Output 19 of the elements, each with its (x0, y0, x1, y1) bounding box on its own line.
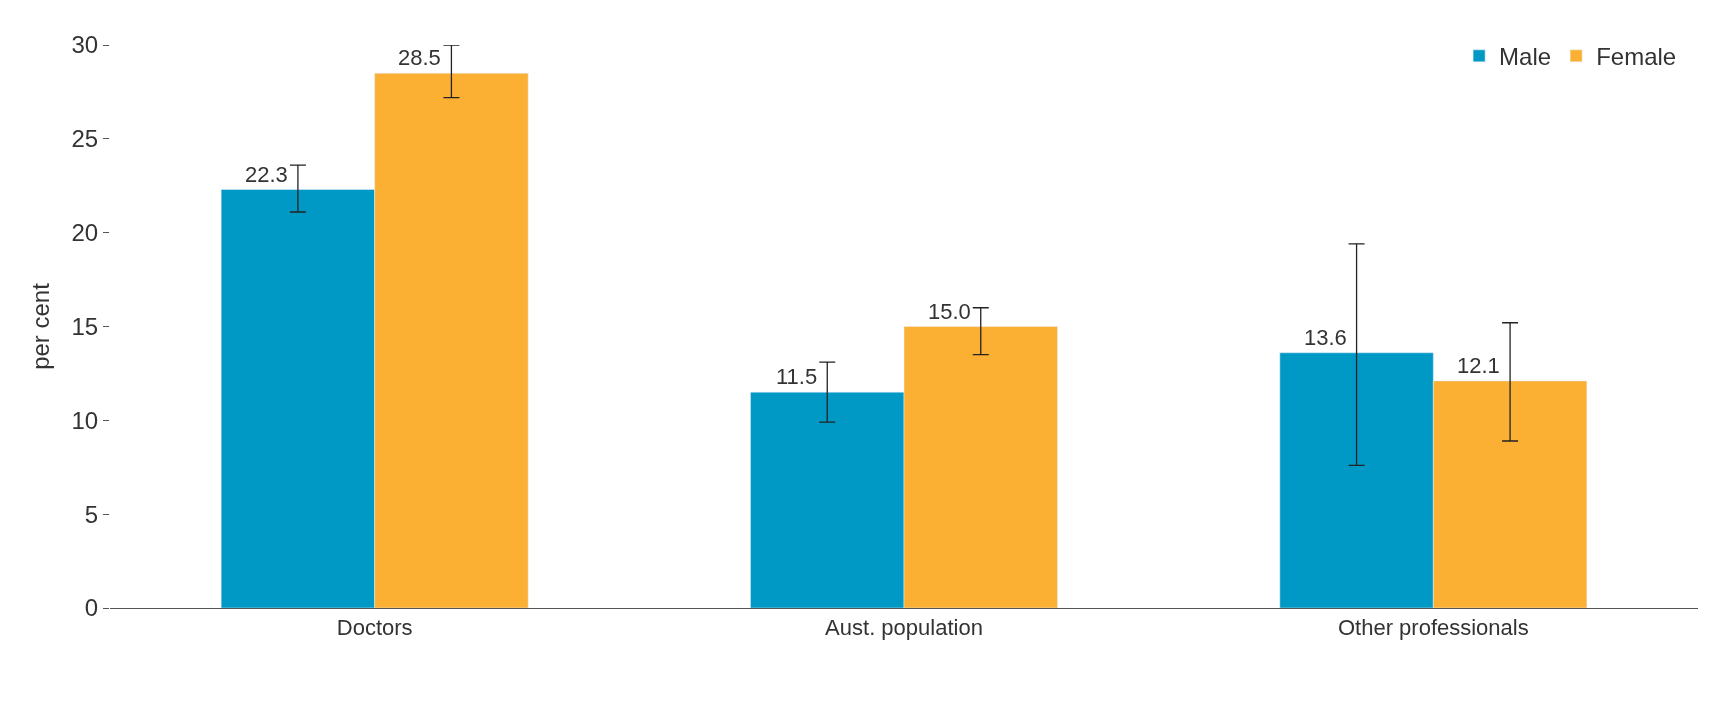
y-tick-label: 15 (71, 312, 99, 340)
y-tick-label: 20 (71, 219, 99, 247)
data-label: 13.6 (1304, 325, 1347, 350)
y-tick-label: 25 (71, 125, 99, 153)
x-tick-label: Aust. population (825, 615, 983, 641)
y-tick-label: 30 (71, 31, 99, 59)
y-axis-title: per cent (26, 282, 54, 370)
x-tick-label: Doctors (336, 615, 413, 641)
data-label: 12.1 (1457, 353, 1500, 378)
data-label: 11.5 (776, 364, 818, 389)
y-tick-label: 10 (71, 406, 99, 434)
data-label: 22.3 (245, 162, 288, 187)
y-tick-label: 0 (84, 594, 99, 622)
data-label: 15.0 (928, 299, 971, 324)
data-label: 28.5 (398, 45, 441, 70)
y-tick-label: 5 (84, 500, 99, 528)
x-tick-label: Other professionals (1337, 615, 1529, 641)
legend-label: Male (1499, 43, 1552, 71)
legend-label: Female (1596, 43, 1677, 71)
